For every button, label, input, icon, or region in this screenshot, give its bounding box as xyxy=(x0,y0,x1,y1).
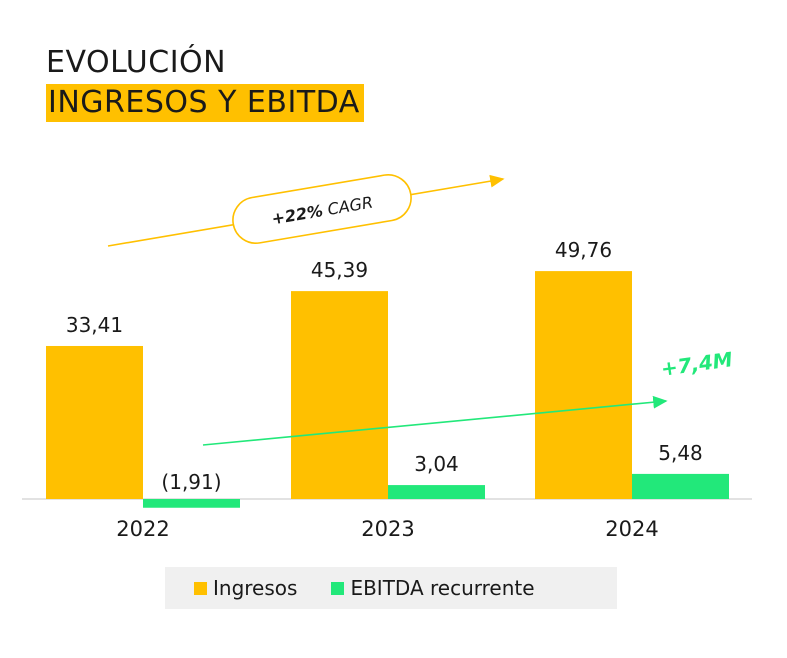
legend-swatch-ebitda xyxy=(331,581,345,595)
title-line-1: EVOLUCIÓN xyxy=(46,45,227,80)
bar-ingresos-2022 xyxy=(46,345,143,499)
data-label-ingresos-2022: 33,41 xyxy=(66,313,123,337)
bar-ebitda-2022 xyxy=(143,499,240,508)
bar-ingresos-2024 xyxy=(535,271,632,499)
data-label-ebitda-2023: 3,04 xyxy=(414,452,459,476)
bar-ingresos-2023 xyxy=(291,291,388,499)
legend-item-ebitda: EBITDA recurrente xyxy=(331,576,535,600)
legend: Ingresos EBITDA recurrente xyxy=(165,567,617,609)
x-tick-label-2024: 2024 xyxy=(605,517,658,541)
data-label-ebitda-2024: 5,48 xyxy=(658,441,703,465)
ebitda-trend-arrow xyxy=(202,395,668,446)
legend-label-ingresos: Ingresos xyxy=(213,576,298,600)
title-line-2: INGRESOS Y EBITDA xyxy=(46,84,364,122)
bar-ebitda-2024 xyxy=(632,473,729,499)
data-label-ingresos-2023: 45,39 xyxy=(311,258,368,282)
legend-item-ingresos: Ingresos xyxy=(194,576,297,600)
bar-ebitda-2023 xyxy=(388,485,485,499)
data-label-ebitda-2022: (1,91) xyxy=(161,470,221,494)
x-tick-label-2022: 2022 xyxy=(116,517,169,541)
legend-label-ebitda: EBITDA recurrente xyxy=(350,576,535,600)
chart-title: EVOLUCIÓN INGRESOS Y EBITDA xyxy=(46,44,364,122)
x-tick-label-2023: 2023 xyxy=(361,517,414,541)
legend-swatch-ingresos xyxy=(194,581,207,595)
cagr-callout: +22% CAGR xyxy=(232,174,412,244)
ebitda-growth-label: +7,4M xyxy=(659,347,734,381)
cagr-callout-pill xyxy=(232,174,412,244)
data-label-ingresos-2024: 49,76 xyxy=(555,238,612,262)
